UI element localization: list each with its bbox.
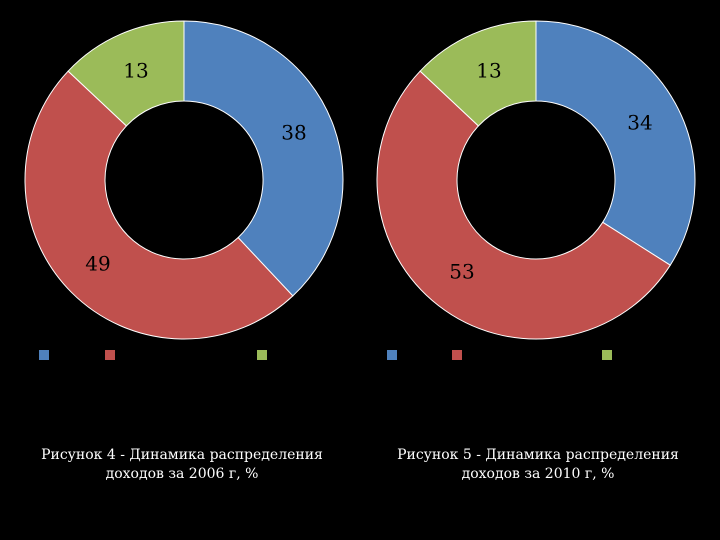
data-label-3: 13	[476, 59, 501, 83]
legend-swatch-2	[452, 350, 462, 360]
data-label-2: 49	[85, 252, 110, 276]
caption-line-1: Рисунок 4 - Динамика распределения	[41, 447, 323, 463]
caption-line-2: доходов за 2010 г, %	[461, 466, 615, 482]
legend-swatch-3	[602, 350, 612, 360]
legend-swatch-2	[105, 350, 115, 360]
data-label-1: 34	[627, 111, 652, 135]
caption-line-1: Рисунок 5 - Динамика распределения	[397, 447, 679, 463]
data-label-2: 53	[449, 260, 474, 284]
donut-slice-1	[183, 20, 344, 297]
donut-slice-3	[419, 20, 537, 127]
legend-swatch-3	[257, 350, 267, 360]
donut-chart-2010: 34 53 13	[376, 20, 696, 360]
legend-swatch-1	[387, 350, 397, 360]
donut-slice-2	[376, 70, 671, 340]
legend-swatch-1	[39, 350, 49, 360]
data-label-1: 38	[281, 121, 306, 145]
donut-slice-2	[24, 70, 294, 340]
caption-line-2: доходов за 2006 г, %	[105, 466, 259, 482]
donut-slice-3	[67, 20, 185, 127]
donut-slice-1	[535, 20, 696, 266]
data-label-3: 13	[123, 59, 148, 83]
donut-chart-2006: 38 49 13	[24, 20, 344, 360]
figure-caption-2010: Рисунок 5 - Динамика распределения доход…	[378, 446, 698, 484]
figure-caption-2006: Рисунок 4 - Динамика распределения доход…	[22, 446, 342, 484]
